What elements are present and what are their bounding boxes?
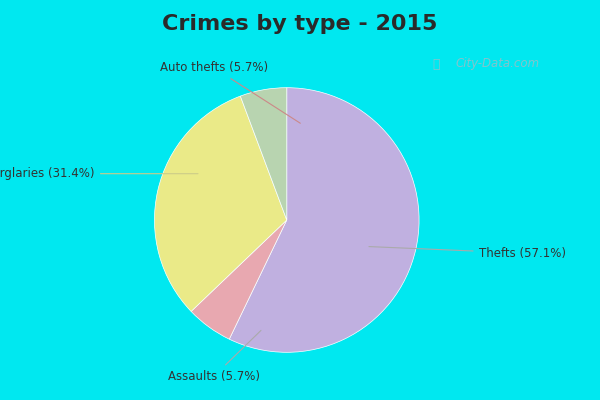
- Text: Crimes by type - 2015: Crimes by type - 2015: [163, 14, 437, 34]
- Wedge shape: [241, 88, 287, 220]
- Text: Assaults (5.7%): Assaults (5.7%): [168, 330, 261, 383]
- Text: Auto thefts (5.7%): Auto thefts (5.7%): [160, 61, 301, 123]
- Wedge shape: [154, 96, 287, 311]
- Text: City-Data.com: City-Data.com: [456, 58, 540, 70]
- Text: ⓘ: ⓘ: [432, 58, 439, 70]
- Text: Burglaries (31.4%): Burglaries (31.4%): [0, 167, 198, 180]
- Wedge shape: [229, 88, 419, 352]
- Text: Thefts (57.1%): Thefts (57.1%): [369, 246, 566, 260]
- Wedge shape: [191, 220, 287, 339]
